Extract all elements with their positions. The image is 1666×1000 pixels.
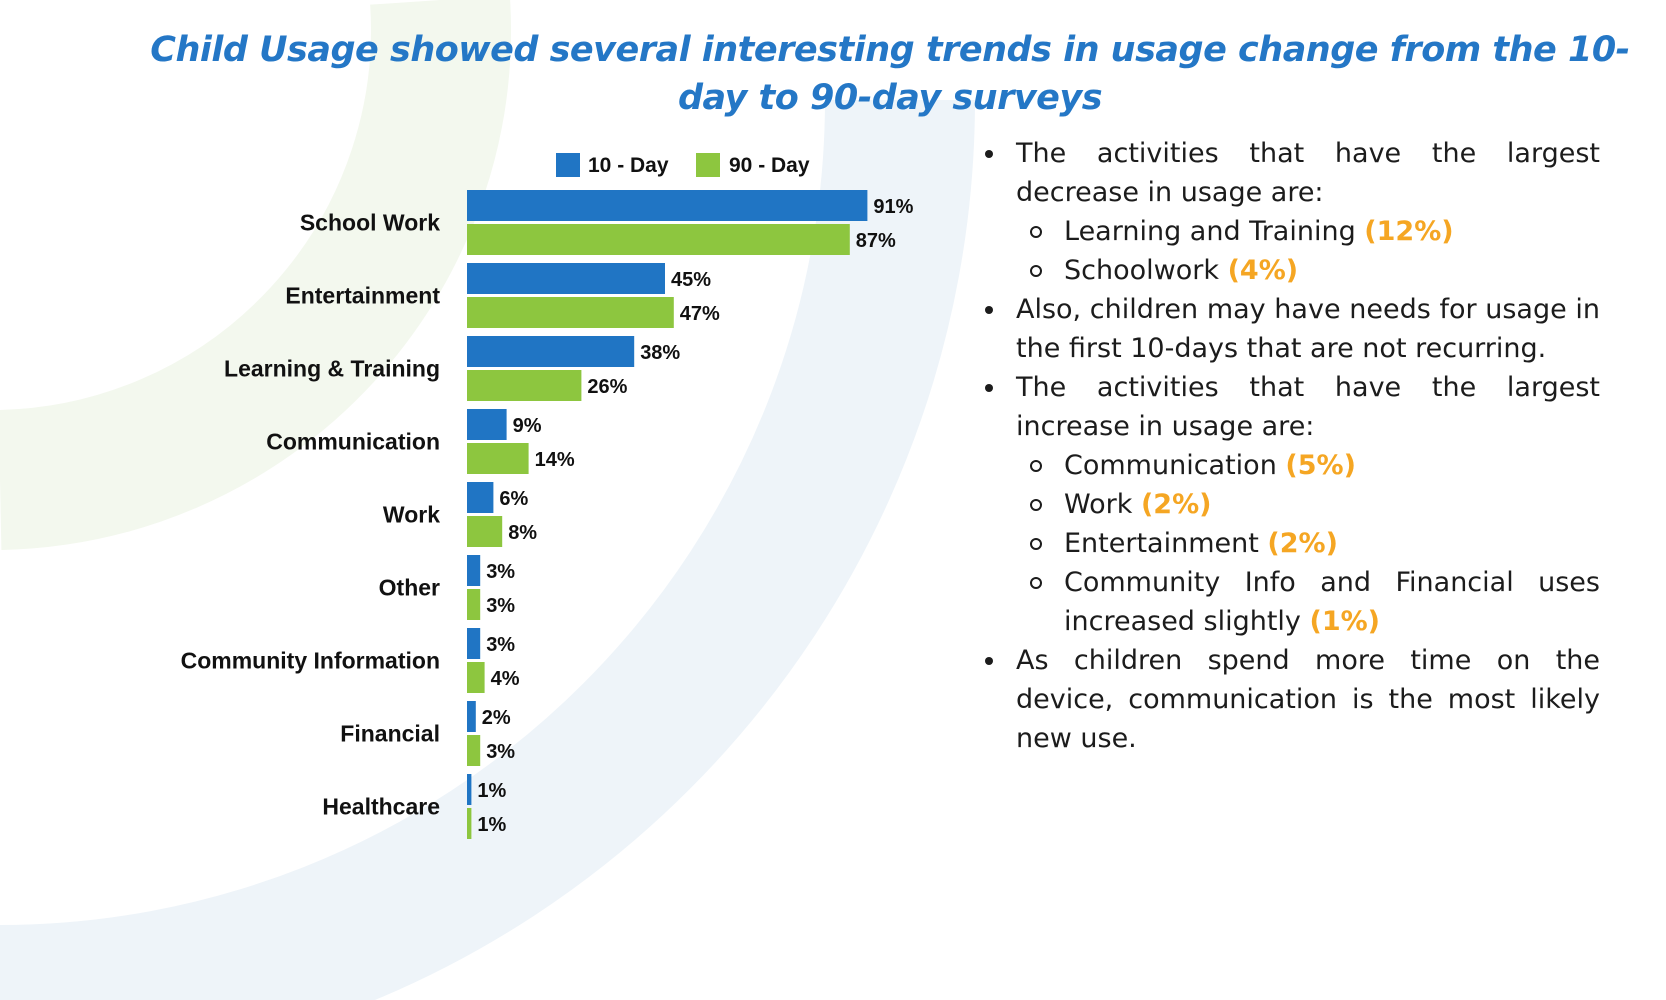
data-label: 1% — [477, 780, 506, 802]
bar-90-day — [467, 735, 481, 766]
notes-panel: The activities that have the largest dec… — [980, 134, 1600, 758]
data-label: 3% — [486, 741, 515, 763]
sub-bullet-text: Schoolwork — [1064, 255, 1228, 286]
bar-chart: 10 - Day 90 - Day School Work 91% 87% Enter… — [181, 153, 914, 839]
bar-90-day — [467, 662, 485, 693]
bar-10-day — [467, 774, 472, 805]
data-label: 2% — [482, 707, 511, 729]
sub-bullet-item: Work (2%) — [1016, 485, 1600, 524]
change-percent: (2%) — [1267, 528, 1338, 559]
change-percent: (5%) — [1285, 450, 1356, 481]
category-label: Entertainment — [285, 283, 440, 309]
bar-10-day — [467, 482, 494, 513]
category-label: Financial — [340, 721, 440, 747]
data-label: 3% — [486, 561, 515, 583]
bar-10-day — [467, 409, 507, 440]
data-label: 26% — [587, 376, 627, 398]
bar-10-day — [467, 701, 476, 732]
bullet-item: Also, children may have needs for usage … — [980, 290, 1600, 368]
sub-bullet-text: Entertainment — [1064, 528, 1268, 559]
bullet-item: The activities that have the largest dec… — [980, 134, 1600, 212]
data-label: 6% — [499, 488, 528, 510]
bar-90-day — [467, 370, 582, 401]
sub-list-container: Learning and Training (12%) Schoolwork (4… — [980, 212, 1600, 290]
bar-90-day — [467, 443, 529, 474]
bar-10-day — [467, 555, 481, 586]
bar-90-day — [467, 589, 481, 620]
sub-list: Learning and Training (12%) Schoolwork (4… — [980, 212, 1600, 290]
change-percent: (2%) — [1140, 489, 1212, 520]
sub-list: Communication (5%) Work (2%) Entertainment… — [980, 446, 1600, 641]
category-label: Communication — [266, 429, 440, 455]
legend-swatch-10-day — [556, 153, 580, 177]
sub-bullet-item: Learning and Training (12%) — [1016, 212, 1600, 251]
notes-list: The activities that have the largest dec… — [980, 134, 1600, 758]
bar-10-day — [467, 336, 635, 367]
data-label: 4% — [491, 668, 520, 690]
data-label: 9% — [513, 415, 542, 437]
data-label: 3% — [486, 595, 515, 617]
legend-swatch-90-day — [696, 153, 720, 177]
chart-plot-area: School Work 91% 87% Entertainment 45% 47% Lear… — [181, 190, 914, 839]
category-label: Learning & Training — [224, 356, 440, 382]
data-label: 45% — [671, 269, 711, 291]
bullet-item: The activities that have the largest inc… — [980, 368, 1600, 446]
data-label: 8% — [508, 522, 537, 544]
bar-90-day — [467, 224, 850, 255]
data-label: 3% — [486, 634, 515, 656]
data-label: 91% — [873, 196, 913, 218]
bar-90-day — [467, 297, 674, 328]
bullet-text: As children spend more time on the devic… — [1016, 645, 1600, 754]
bullet-text: The activities that have the largest dec… — [1016, 138, 1600, 208]
category-label: Work — [383, 502, 440, 528]
category-label: Other — [379, 575, 440, 601]
bar-10-day — [467, 628, 481, 659]
chart-legend: 10 - Day 90 - Day — [556, 153, 810, 177]
change-percent: (1%) — [1309, 606, 1381, 637]
sub-bullet-item: Entertainment (2%) — [1016, 524, 1600, 563]
change-percent: (4%) — [1227, 255, 1299, 286]
bar-10-day — [467, 263, 665, 294]
sub-bullet-text: Learning and Training — [1064, 216, 1365, 247]
page-title: Child Usage showed several interesting t… — [150, 30, 1630, 118]
data-label: 47% — [680, 303, 720, 325]
bar-10-day — [467, 190, 868, 221]
bullet-text: Also, children may have needs for usage … — [1016, 294, 1600, 364]
data-label: 1% — [477, 814, 506, 836]
sub-bullet-text: Communication — [1064, 450, 1286, 481]
category-label: School Work — [300, 210, 440, 236]
data-label: 38% — [640, 342, 680, 364]
category-label: Healthcare — [322, 794, 440, 820]
category-label: Community Information — [181, 648, 440, 674]
data-label: 87% — [856, 230, 896, 252]
sub-bullet-item: Communication (5%) — [1016, 446, 1600, 485]
sub-bullet-item: Community Info and Financial uses increa… — [1016, 563, 1600, 641]
bar-90-day — [467, 808, 472, 839]
sub-bullet-text: Community Info and Financial uses increa… — [1064, 567, 1600, 637]
legend-label-10-day: 10 - Day — [588, 154, 669, 177]
bar-90-day — [467, 516, 503, 547]
sub-bullet-text: Work — [1064, 489, 1141, 520]
bullet-item: As children spend more time on the devic… — [980, 641, 1600, 758]
sub-list-container: Communication (5%) Work (2%) Entertainment… — [980, 446, 1600, 641]
change-percent: (12%) — [1364, 216, 1454, 247]
sub-bullet-item: Schoolwork (4%) — [1016, 251, 1600, 290]
data-label: 14% — [535, 449, 575, 471]
legend-label-90-day: 90 - Day — [729, 154, 810, 177]
bullet-text: The activities that have the largest inc… — [1016, 372, 1600, 442]
